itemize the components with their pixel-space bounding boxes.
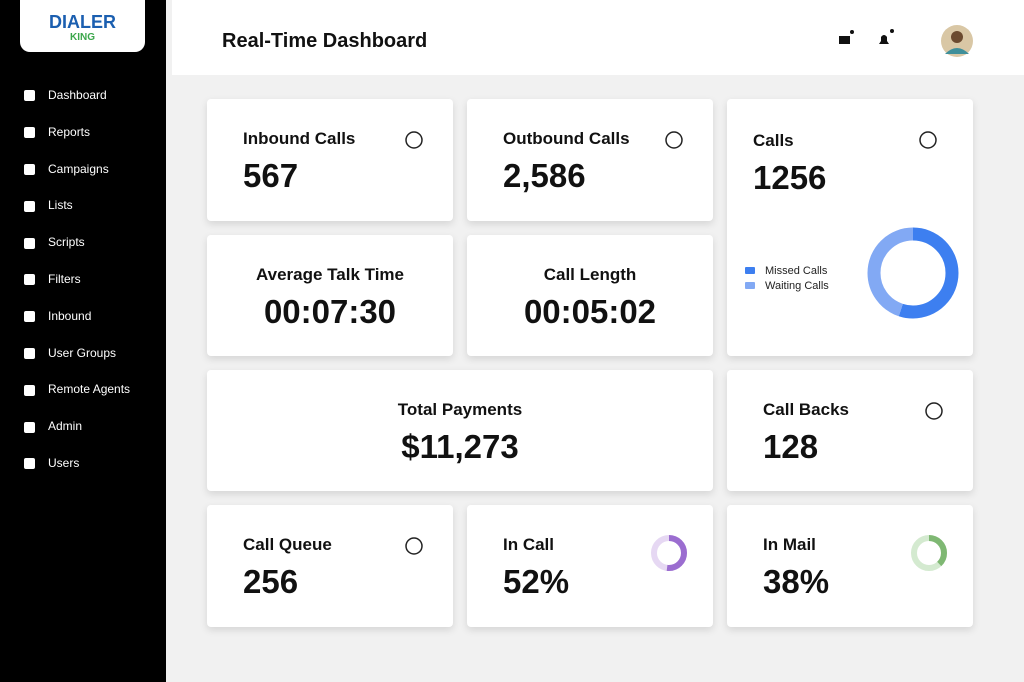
card-value: 38%	[763, 563, 830, 600]
legend-item: Waiting Calls	[745, 280, 829, 292]
menu-item[interactable]: Dashboard	[24, 87, 107, 103]
card-value: 1256	[753, 159, 827, 196]
menu-icon	[24, 127, 35, 139]
menu-item[interactable]: Lists	[24, 197, 73, 213]
menu-label: User Groups	[48, 345, 117, 360]
card-icon	[665, 131, 683, 149]
card-icon	[925, 402, 943, 420]
legend-swatch	[745, 282, 755, 289]
sidebar: DIALER KING Dashboard Reports Campaigns Lis…	[0, 0, 166, 682]
legend-item: Missed Calls	[745, 265, 827, 277]
menu-item[interactable]: Campaigns	[24, 161, 109, 177]
card-value: $11,273	[401, 428, 519, 465]
stat-card: Outbound Calls 2,586	[467, 99, 713, 221]
ring-chart	[651, 535, 687, 571]
card-value: 128	[763, 428, 819, 465]
icon-shape	[405, 131, 423, 149]
logo-name: DIALER	[49, 12, 116, 32]
card-value: 567	[243, 157, 299, 194]
menu-icon	[24, 274, 35, 286]
card-icon	[405, 537, 423, 555]
card-value: 2,586	[503, 157, 586, 194]
card-value: 00:05:02	[523, 293, 657, 330]
donut-chart	[867, 227, 959, 319]
menu-item[interactable]: Scripts	[24, 234, 85, 250]
menu-label: Reports	[48, 124, 91, 139]
menu-label: Lists	[48, 198, 73, 213]
icon-shape	[919, 131, 937, 149]
menu-item[interactable]: Users	[24, 455, 79, 471]
legend-label: Waiting Calls	[765, 280, 829, 292]
menu-icon	[24, 421, 35, 433]
ring-chart	[911, 535, 947, 571]
menu-item[interactable]: Inbound	[24, 308, 91, 324]
menu-item[interactable]: Filters	[24, 271, 81, 287]
card-label: Inbound Calls	[243, 129, 356, 148]
menu-icon	[24, 163, 35, 175]
menu-item[interactable]: Admin	[24, 418, 82, 434]
card-label: Total Payments	[397, 400, 523, 419]
menu-icon	[24, 311, 35, 323]
avatar[interactable]	[940, 24, 974, 58]
stat-card: Call Backs 128	[727, 370, 973, 491]
card-label: Average Talk Time	[255, 265, 405, 284]
menu-item[interactable]: Remote Agents	[24, 381, 130, 397]
icon-shape	[405, 537, 423, 555]
icon-shape	[925, 402, 943, 420]
header: Real-Time Dashboard	[172, 0, 1024, 75]
legend-swatch	[745, 267, 755, 274]
menu-icon	[24, 347, 35, 359]
menu-label: Dashboard	[48, 88, 107, 102]
menu-icon	[24, 90, 35, 102]
menu-icon	[24, 384, 35, 396]
legend-label: Missed Calls	[765, 265, 828, 277]
card-label: Call Queue	[243, 535, 332, 554]
menu-label: Remote Agents	[48, 382, 131, 397]
menu-label: Inbound	[48, 308, 92, 323]
calls-card: Calls 1256 Missed Calls Waiting Calls	[727, 99, 973, 356]
card-label: Calls	[753, 131, 794, 150]
card-label: Call Backs	[763, 400, 849, 419]
page-title: Real-Time Dashboard	[222, 30, 428, 52]
menu-icon	[24, 200, 35, 212]
stat-card: Inbound Calls 567	[207, 99, 453, 221]
logo-sub: KING	[70, 32, 95, 43]
ring-arc	[651, 535, 687, 571]
menu-item[interactable]: User Groups	[24, 345, 116, 361]
menu-item[interactable]: Reports	[24, 124, 90, 140]
menu-label: Filters	[48, 272, 81, 286]
card-value: 256	[243, 563, 299, 600]
card-label: Outbound Calls	[503, 129, 630, 148]
stat-card: Average Talk Time 00:07:30	[207, 235, 453, 356]
mail-icon[interactable]	[838, 30, 854, 46]
menu-label: Admin	[48, 419, 83, 434]
stat-card: In Mail 38%	[727, 505, 973, 627]
stat-card: In Call 52%	[467, 505, 713, 627]
ring-arc	[911, 535, 947, 571]
menu-icon	[24, 237, 35, 249]
card-label: In Mail	[763, 535, 816, 554]
stat-card: Call Length 00:05:02	[467, 235, 713, 356]
donut-segment	[867, 227, 959, 319]
menu-label: Users	[48, 456, 80, 470]
bell-icon[interactable]	[877, 29, 894, 47]
card-value: 52%	[503, 563, 570, 600]
card-icon	[919, 131, 937, 149]
icon-shape	[665, 131, 683, 149]
menu-label: Campaigns	[48, 161, 109, 176]
menu-icon	[24, 458, 35, 470]
card-icon	[405, 131, 423, 149]
card-value: 00:07:30	[263, 293, 397, 330]
card-label: Call Length	[543, 265, 637, 284]
stat-card: Call Queue 256	[207, 505, 453, 627]
logo[interactable]: DIALER KING	[20, 0, 145, 52]
stat-card: Total Payments $11,273	[207, 370, 713, 491]
menu-label: Scripts	[48, 235, 85, 250]
card-label: In Call	[503, 535, 555, 554]
